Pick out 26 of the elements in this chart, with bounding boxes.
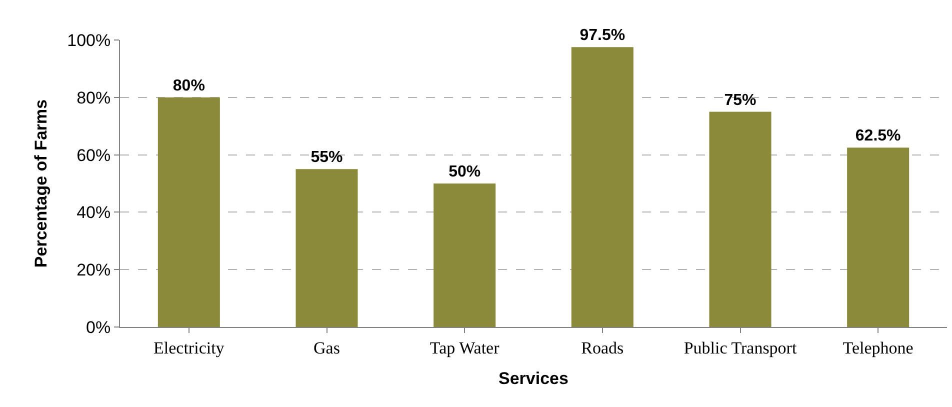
- x-tick-label: Public Transport: [684, 338, 797, 358]
- data-label: 80%: [172, 77, 205, 94]
- data-label: 75%: [724, 92, 756, 109]
- x-tick-label: Telephone: [842, 338, 914, 358]
- bar: [434, 184, 496, 327]
- bar: [296, 169, 358, 327]
- x-tick-label: Gas: [314, 338, 340, 358]
- y-tick-label: 40%: [76, 203, 111, 222]
- x-tick-label: Electricity: [154, 338, 225, 358]
- bar: [847, 148, 910, 327]
- y-tick-label: 100%: [67, 30, 111, 50]
- bar: [709, 112, 772, 327]
- data-label: 50%: [448, 164, 481, 180]
- y-tick-label: 20%: [76, 260, 111, 280]
- x-tick-label: Roads: [581, 338, 624, 358]
- data-label: 97.5%: [580, 27, 626, 44]
- y-tick-label: 60%: [76, 146, 111, 165]
- y-tick-label: 80%: [76, 88, 111, 108]
- data-label: 62.5%: [855, 128, 901, 145]
- x-tick-label: Tap Water: [430, 338, 500, 358]
- y-tick-label: 0%: [86, 318, 111, 337]
- y-axis-title: Percentage of Farms: [32, 99, 51, 268]
- bar: [158, 97, 220, 327]
- bar: [571, 47, 634, 327]
- x-axis-title: Services: [498, 368, 568, 388]
- data-label: 55%: [310, 149, 343, 166]
